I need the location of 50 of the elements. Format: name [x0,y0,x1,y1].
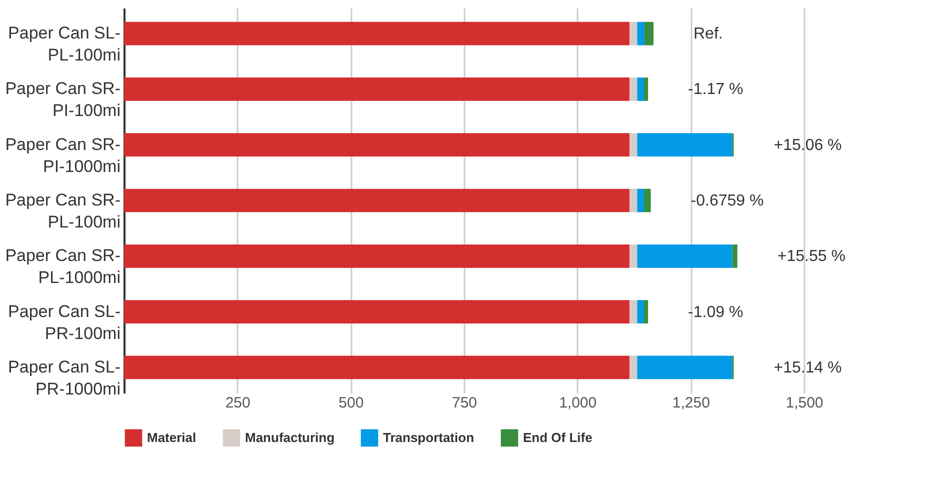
annotation: +15.14 % [774,359,842,376]
bar [124,244,630,268]
bar [124,356,630,380]
annotation: -0.6759 % [690,192,764,210]
bar [124,133,630,157]
legend-label: Material [147,430,196,445]
x-tick-label: 250 [225,394,250,412]
bar [629,133,638,157]
legend-label: Manufacturing [245,430,335,445]
annotation: +15.06 % [774,136,842,154]
y-tick-label: Paper Can SL-PR-1000mi [8,357,120,398]
bar [637,300,644,324]
x-tick-label: 750 [452,394,478,412]
x-tick-label: 1,500 [786,394,824,412]
bar [124,300,630,324]
bar [637,188,644,212]
legend-label: End Of Life [523,430,592,445]
y-tick-label: Paper Can SL-PR-100mi [8,302,120,343]
x-tick-label: 1,000 [559,394,597,412]
bar [629,300,638,324]
bar [629,78,638,101]
y-tick-label: Paper Can SL-PL-100mi [8,24,120,65]
bar [629,22,638,46]
bar [637,22,644,46]
bar [637,133,732,157]
bar [629,188,638,212]
annotation: +15.55 % [777,248,846,266]
bar [124,22,630,46]
bar [124,188,630,212]
annotation: -1.09 % [688,304,744,321]
y-tick-label: Paper Can SR-PL-100mi [5,190,120,232]
bar [637,244,732,268]
bar [644,22,654,46]
y-tick-label: Paper Can SR-PI-1000mi [5,134,120,176]
bar [629,244,638,268]
annotation: Ref. [693,26,723,43]
legend-label: Transportation [383,430,474,445]
bar [629,356,638,380]
y-tick-label: Paper Can SR-PI-100mi [5,79,120,120]
bar [124,78,630,101]
x-tick-label: 1,250 [672,394,710,412]
bar [644,78,648,101]
bar [644,300,648,324]
bar [637,356,732,380]
x-tick-label: 500 [338,394,364,412]
annotation: -1.17 % [688,81,744,98]
bar [732,244,738,268]
bar [644,188,651,212]
bar [637,78,644,101]
y-tick-label: Paper Can SR-PL-1000mi [5,246,120,288]
